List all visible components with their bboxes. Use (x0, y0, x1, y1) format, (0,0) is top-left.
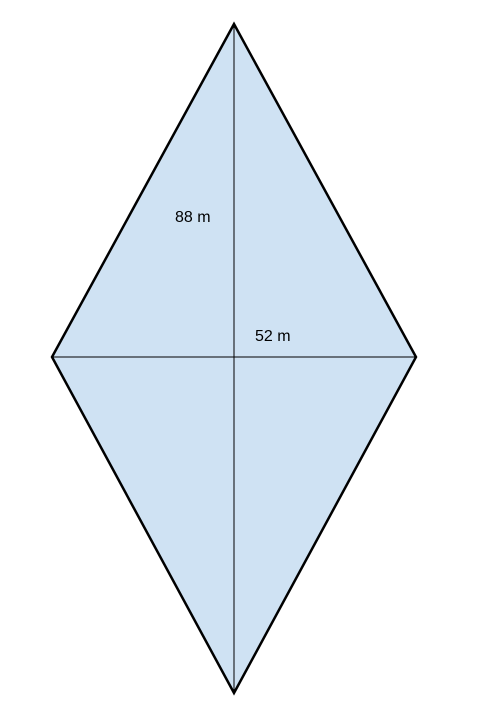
horizontal-diagonal-label: 52 m (255, 328, 291, 345)
vertical-diagonal-label: 88 m (175, 209, 211, 226)
